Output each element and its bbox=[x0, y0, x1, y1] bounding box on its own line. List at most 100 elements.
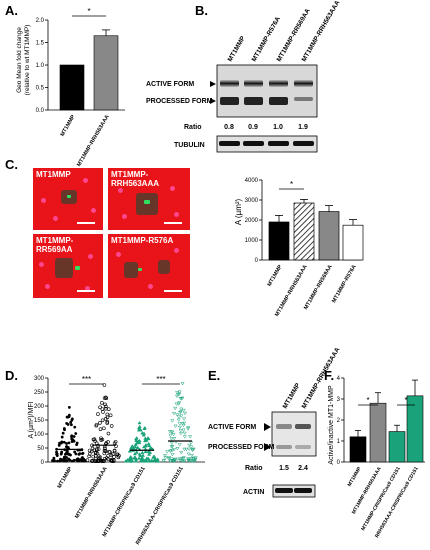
x-category-label: MT1MMP bbox=[60, 114, 77, 138]
y-tick-label: 2000 bbox=[245, 218, 259, 224]
data-point bbox=[180, 459, 185, 464]
x-category-label: MT1MMP bbox=[57, 466, 74, 490]
tubulin-band bbox=[293, 141, 314, 146]
data-point bbox=[65, 442, 68, 445]
data-point bbox=[65, 445, 68, 449]
blot-e-membrane bbox=[271, 411, 317, 457]
bar bbox=[406, 395, 424, 463]
panel-d-ylabel: A (µm²)/MFI bbox=[28, 401, 35, 438]
data-point bbox=[182, 435, 187, 439]
data-point bbox=[100, 418, 105, 423]
bar bbox=[388, 431, 406, 463]
y-tick-label: 1 bbox=[337, 439, 341, 445]
data-point bbox=[150, 459, 155, 463]
panel-d-chart: 0 50 100 150 200 250 300 MT1MMP MT1MMP-RRH563AAA… bbox=[34, 375, 205, 546]
y-tick-label: 3000 bbox=[245, 198, 259, 204]
data-point bbox=[102, 459, 106, 463]
data-point bbox=[67, 406, 71, 409]
data-point bbox=[72, 435, 76, 438]
data-point bbox=[80, 459, 84, 463]
active-band bbox=[269, 80, 288, 87]
active-arrow-icon bbox=[264, 423, 271, 431]
data-point bbox=[187, 447, 192, 452]
data-point bbox=[108, 450, 112, 454]
data-point bbox=[78, 458, 82, 462]
data-point bbox=[131, 445, 136, 449]
data-point bbox=[91, 454, 96, 459]
data-point bbox=[168, 449, 173, 454]
data-point bbox=[133, 459, 138, 463]
data-point bbox=[179, 407, 184, 411]
ratio-value: 1.0 bbox=[273, 124, 283, 131]
data-point bbox=[137, 420, 142, 425]
data-point bbox=[163, 456, 168, 460]
data-point bbox=[192, 459, 197, 464]
data-point bbox=[143, 458, 148, 462]
y-tick-label: 0 bbox=[337, 460, 341, 466]
processed-band bbox=[276, 445, 292, 449]
data-point bbox=[52, 456, 56, 460]
data-point bbox=[171, 432, 176, 437]
micrograph-label: MT1MMP-R576A bbox=[111, 236, 174, 245]
significance-marker: * bbox=[366, 396, 369, 405]
data-point bbox=[147, 459, 152, 463]
data-point bbox=[75, 458, 79, 462]
blot-b-processed-label: PROCESSED FORM bbox=[146, 98, 213, 105]
data-point bbox=[61, 431, 65, 435]
data-point bbox=[137, 452, 142, 456]
data-point bbox=[174, 394, 180, 399]
data-point bbox=[103, 406, 108, 411]
data-point bbox=[169, 459, 174, 463]
tubulin-band bbox=[219, 141, 240, 146]
data-point bbox=[176, 402, 181, 406]
data-point bbox=[90, 446, 95, 451]
data-point bbox=[133, 442, 138, 446]
data-point bbox=[141, 444, 147, 449]
data-point bbox=[68, 458, 72, 462]
actin-band bbox=[294, 488, 312, 493]
y-tick-label: 0.5 bbox=[36, 86, 45, 92]
data-point bbox=[106, 431, 111, 436]
active-arrow-icon bbox=[210, 81, 216, 87]
data-point bbox=[139, 455, 145, 459]
y-tick-label: 2.0 bbox=[36, 18, 45, 24]
data-point bbox=[169, 457, 174, 461]
panel-f-chart: 01234MT1MMPMT1MMP-RRH563AAAMT1MMP-CRISPR… bbox=[337, 376, 425, 539]
data-point bbox=[188, 435, 193, 439]
data-point bbox=[98, 455, 103, 460]
data-point bbox=[173, 457, 178, 462]
data-point bbox=[129, 458, 134, 463]
data-point bbox=[108, 413, 113, 418]
data-point bbox=[105, 421, 110, 425]
y-tick-label: 0 bbox=[41, 460, 45, 466]
significance-marker: *** bbox=[82, 375, 91, 384]
ratio-value: 0.9 bbox=[248, 124, 258, 131]
panel-a-ylabel-2: (relative to wt MT1MMP) bbox=[24, 25, 31, 96]
micrograph-mt1mmp-r576a: MT1MMP-R576A bbox=[108, 234, 190, 298]
data-point bbox=[182, 411, 188, 416]
data-point bbox=[75, 443, 79, 447]
data-point bbox=[141, 433, 146, 437]
data-point bbox=[147, 443, 152, 447]
data-point bbox=[142, 438, 148, 443]
bar bbox=[369, 402, 387, 463]
data-point bbox=[103, 395, 108, 400]
data-point bbox=[66, 450, 69, 454]
data-point bbox=[103, 402, 107, 407]
data-point bbox=[80, 456, 84, 460]
data-point bbox=[60, 451, 63, 455]
data-point bbox=[178, 429, 183, 433]
data-point bbox=[178, 411, 183, 415]
data-point bbox=[81, 451, 85, 455]
data-point bbox=[51, 459, 54, 462]
data-point bbox=[72, 458, 76, 462]
y-tick-label: 200 bbox=[34, 404, 45, 410]
panel-c-ylabel: A (µm²) bbox=[234, 198, 243, 225]
data-point bbox=[146, 449, 151, 454]
y-tick-label: 150 bbox=[34, 418, 45, 424]
data-point bbox=[101, 410, 105, 414]
data-point bbox=[96, 447, 101, 451]
data-point bbox=[177, 422, 182, 426]
data-point bbox=[60, 440, 64, 444]
active-band bbox=[220, 80, 239, 87]
